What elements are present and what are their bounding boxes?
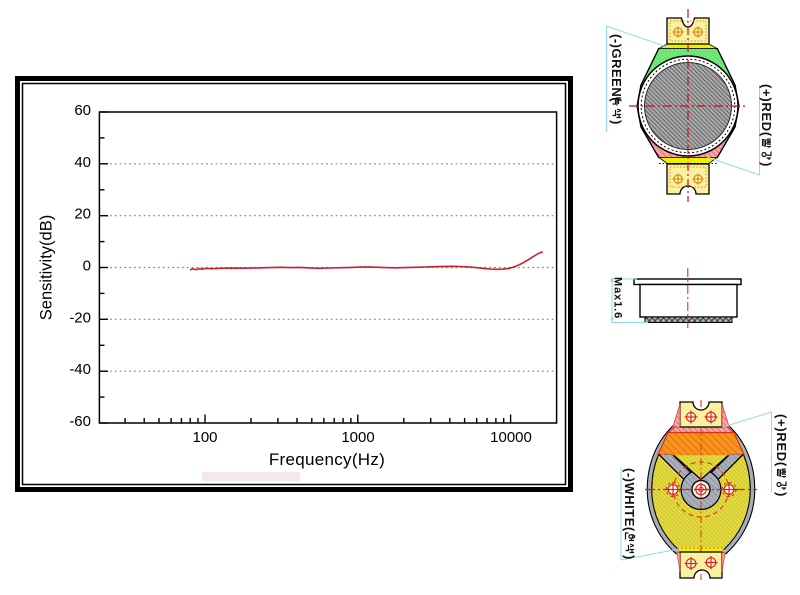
svg-text:): ) bbox=[759, 162, 774, 167]
svg-text:(-)WHITE(: (-)WHITE( bbox=[622, 468, 637, 532]
svg-text:10000: 10000 bbox=[490, 429, 532, 446]
svg-text:Sensitivity(dB): Sensitivity(dB) bbox=[38, 215, 56, 320]
svg-text:1000: 1000 bbox=[341, 429, 374, 446]
svg-text:Max1.6: Max1.6 bbox=[612, 277, 624, 319]
svg-text:(+)RED(: (+)RED( bbox=[759, 84, 774, 137]
svg-text:100: 100 bbox=[192, 429, 217, 446]
svg-text:-20: -20 bbox=[69, 309, 91, 326]
svg-text:0: 0 bbox=[83, 258, 91, 275]
svg-text:40: 40 bbox=[74, 154, 91, 171]
svg-text:(+)RED(: (+)RED( bbox=[774, 414, 789, 467]
svg-text:20: 20 bbox=[74, 206, 91, 223]
svg-text:): ) bbox=[609, 120, 624, 125]
svg-text:(-)GREEN(: (-)GREEN( bbox=[609, 34, 624, 102]
svg-text:-60: -60 bbox=[69, 413, 91, 430]
svg-text:60: 60 bbox=[74, 102, 91, 119]
svg-text:): ) bbox=[774, 492, 789, 497]
svg-text:-40: -40 bbox=[69, 361, 91, 378]
svg-text:): ) bbox=[622, 555, 637, 560]
svg-text:Frequency(Hz): Frequency(Hz) bbox=[269, 450, 385, 469]
